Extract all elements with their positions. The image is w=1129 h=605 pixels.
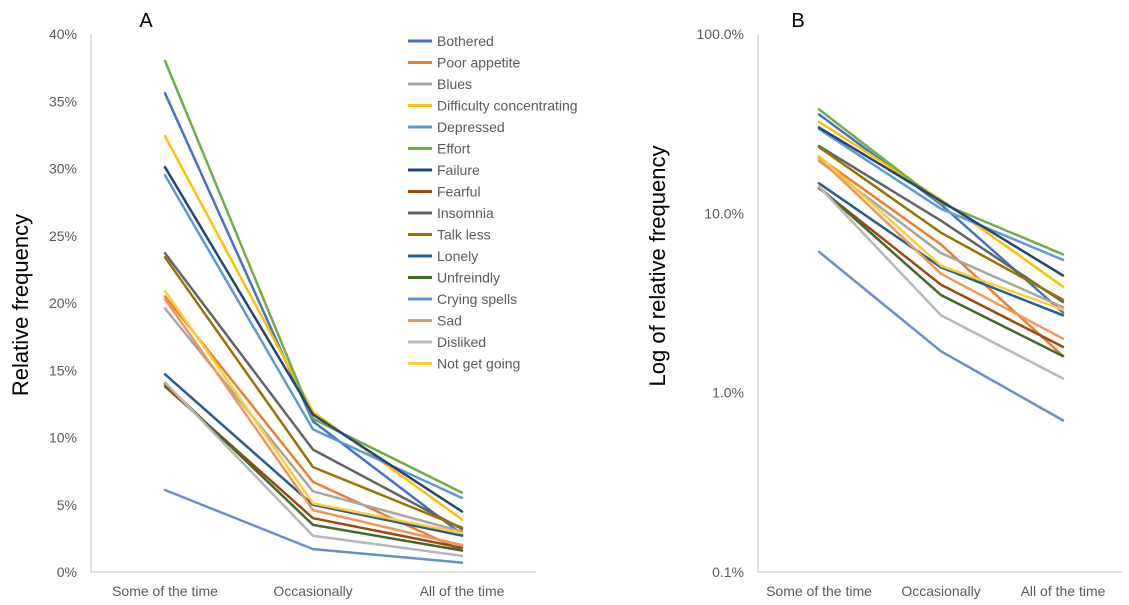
- panel-b-series-line-fearful: [817, 186, 1065, 349]
- panel-a-series-line-crying-spells: [163, 488, 464, 564]
- panel-b-series-line-failure: [817, 126, 1065, 277]
- legend-item-fearful: Fearful: [408, 184, 481, 200]
- panel-a-series-line-bothered: [163, 91, 464, 536]
- panel-b-series-line-insomnia: [817, 144, 1065, 304]
- panel-a-series-line-depressed: [163, 173, 464, 500]
- legend-item-bothered: Bothered: [408, 33, 494, 49]
- legend-item-depressed: Depressed: [408, 119, 505, 135]
- legend-label: Difficulty concentrating: [437, 98, 578, 114]
- legend-label: Failure: [437, 162, 480, 178]
- panel-b-label: B: [791, 10, 804, 32]
- panel-a-series-line-failure: [163, 165, 464, 513]
- panel-b-x-tick-label: Occasionally: [901, 583, 980, 599]
- panel-b-series-line-sad: [817, 156, 1065, 340]
- panel-b-chart: B Log of relative frequency 0.1% 1.0% 10.0…: [645, 10, 1122, 599]
- panel-b-series-line-lonely: [817, 182, 1065, 317]
- panel-a-label: A: [139, 10, 153, 32]
- panel-a-series-line-insomnia: [163, 251, 464, 531]
- legend-label: Poor appetite: [437, 55, 520, 71]
- panel-a-series-line-unfreindly: [163, 382, 464, 552]
- legend-label: Sad: [437, 313, 462, 329]
- panel-b-series-line-not-get-going: [817, 154, 1065, 311]
- panel-b-series-line-effort: [817, 108, 1065, 256]
- panel-b-y-tick-label: 100.0%: [697, 26, 744, 42]
- panel-b-x-tick-label: Some of the time: [766, 583, 872, 599]
- panel-a-series-line-poor-appetite: [163, 295, 464, 552]
- panel-b-series-line-depressed: [817, 127, 1065, 262]
- panel-b-series-line-talk-less: [817, 145, 1065, 301]
- panel-a-y-tick-label: 10%: [49, 430, 77, 446]
- panel-a-y-tick-label: 5%: [57, 497, 77, 513]
- legend-label: Crying spells: [437, 291, 517, 307]
- legend-item-disliked: Disliked: [408, 334, 486, 350]
- panel-a-series-line-sad: [163, 297, 464, 547]
- panel-a-y-tick-label: 20%: [49, 295, 77, 311]
- panel-b-series-lines: [817, 108, 1065, 422]
- legend: Bothered Poor appetite Blues Difficulty con…: [408, 33, 578, 372]
- legend-item-difficulty-concentrating: Difficulty concentrating: [408, 98, 578, 114]
- legend-item-insomnia: Insomnia: [408, 205, 494, 221]
- panel-a-series-line-not-get-going: [163, 289, 464, 535]
- legend-item-not-get-going: Not get going: [408, 356, 520, 372]
- panel-b-y-axis-title: Log of relative frequency: [645, 146, 670, 387]
- panel-a-y-tick-label: 40%: [49, 26, 77, 42]
- legend-item-poor-appetite: Poor appetite: [408, 55, 520, 71]
- panel-a-chart: A Relative frequency 0% 5% 10% 15% 20% 25% 30%…: [8, 10, 578, 599]
- legend-item-failure: Failure: [408, 162, 480, 178]
- legend-label: Fearful: [437, 184, 481, 200]
- panel-b-series-line-disliked: [817, 185, 1065, 380]
- legend-label: Blues: [437, 76, 472, 92]
- panel-b-y-tick-label: 10.0%: [704, 205, 744, 221]
- panel-b-series-line-poor-appetite: [817, 156, 1065, 358]
- panel-b-series-line-unfreindly: [817, 185, 1065, 358]
- panel-a-y-tick-label: 30%: [49, 161, 77, 177]
- panel-b-y-ticks: 0.1% 1.0% 10.0% 100.0%: [697, 26, 744, 580]
- legend-item-crying-spells: Crying spells: [408, 291, 517, 307]
- panel-a-series-line-lonely: [163, 373, 464, 537]
- panel-a-y-axis-title: Relative frequency: [8, 214, 33, 396]
- panel-a-series-line-disliked: [163, 381, 464, 558]
- legend-label: Not get going: [437, 356, 520, 372]
- legend-label: Unfreindly: [437, 270, 500, 286]
- legend-item-lonely: Lonely: [408, 248, 478, 264]
- legend-item-blues: Blues: [408, 76, 472, 92]
- panel-b-y-tick-label: 1.0%: [712, 385, 744, 401]
- legend-item-sad: Sad: [408, 313, 462, 329]
- panel-a-y-tick-label: 15%: [49, 362, 77, 378]
- panel-a-x-tick-label: Occasionally: [273, 583, 352, 599]
- legend-label: Insomnia: [437, 205, 494, 221]
- legend-label: Lonely: [437, 248, 478, 264]
- panel-b-x-ticks: Some of the time Occasionally All of the t…: [766, 583, 1106, 599]
- panel-a-x-ticks: Some of the time Occasionally All of the t…: [112, 583, 505, 599]
- panel-a-y-tick-label: 25%: [49, 228, 77, 244]
- legend-item-unfreindly: Unfreindly: [408, 270, 500, 286]
- panel-a-x-tick-label: Some of the time: [112, 583, 218, 599]
- legend-label: Talk less: [437, 227, 491, 243]
- panel-a-series-line-difficulty-concentrating: [163, 134, 464, 521]
- panel-b-series-line-crying-spells: [817, 250, 1065, 422]
- legend-label: Disliked: [437, 334, 486, 350]
- panel-a-series-line-talk-less: [163, 256, 464, 529]
- panel-a-series-line-effort: [163, 59, 464, 494]
- legend-label: Effort: [437, 141, 470, 157]
- panel-a-y-ticks: 0% 5% 10% 15% 20% 25% 30% 35% 40%: [49, 26, 77, 580]
- panel-b-y-tick-label: 0.1%: [712, 564, 744, 580]
- panel-a-y-tick-label: 0%: [57, 564, 77, 580]
- legend-label: Bothered: [437, 33, 494, 49]
- legend-item-effort: Effort: [408, 141, 470, 157]
- legend-item-talk-less: Talk less: [408, 227, 491, 243]
- panel-a-x-tick-label: All of the time: [420, 583, 505, 599]
- panel-a-series-lines: [163, 59, 464, 564]
- legend-label: Depressed: [437, 119, 505, 135]
- panel-b-x-tick-label: All of the time: [1021, 583, 1106, 599]
- panel-a-y-tick-label: 35%: [49, 93, 77, 109]
